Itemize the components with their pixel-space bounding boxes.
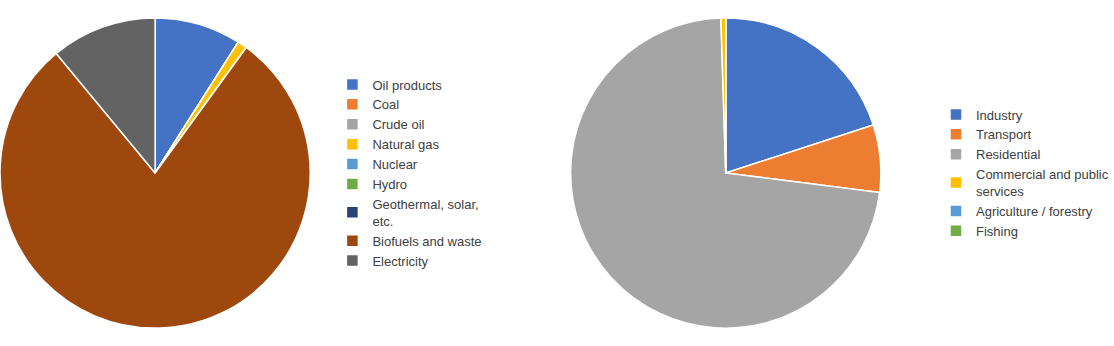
svg-text:Geothermal, solar,etc.: Geothermal, solar,etc. xyxy=(372,197,478,229)
svg-text:Electricity: Electricity xyxy=(372,254,428,269)
svg-text:Residential: Residential xyxy=(976,147,1040,162)
svg-text:Industry: Industry xyxy=(976,108,1023,123)
svg-text:Agriculture / forestry: Agriculture / forestry xyxy=(976,204,1093,219)
svg-text:Natural gas: Natural gas xyxy=(372,137,439,152)
svg-text:Crude oil: Crude oil xyxy=(372,117,424,132)
svg-text:Oil products: Oil products xyxy=(372,78,442,93)
svg-text:Fishing: Fishing xyxy=(976,224,1018,239)
svg-text:Coal: Coal xyxy=(372,97,399,112)
svg-text:Biofuels and waste: Biofuels and waste xyxy=(372,234,481,249)
svg-text:Hydro: Hydro xyxy=(372,177,407,192)
svg-text:Transport: Transport xyxy=(976,127,1032,142)
svg-text:Nuclear: Nuclear xyxy=(372,157,417,172)
svg-text:Commercial and publicservices: Commercial and publicservices xyxy=(976,167,1109,199)
